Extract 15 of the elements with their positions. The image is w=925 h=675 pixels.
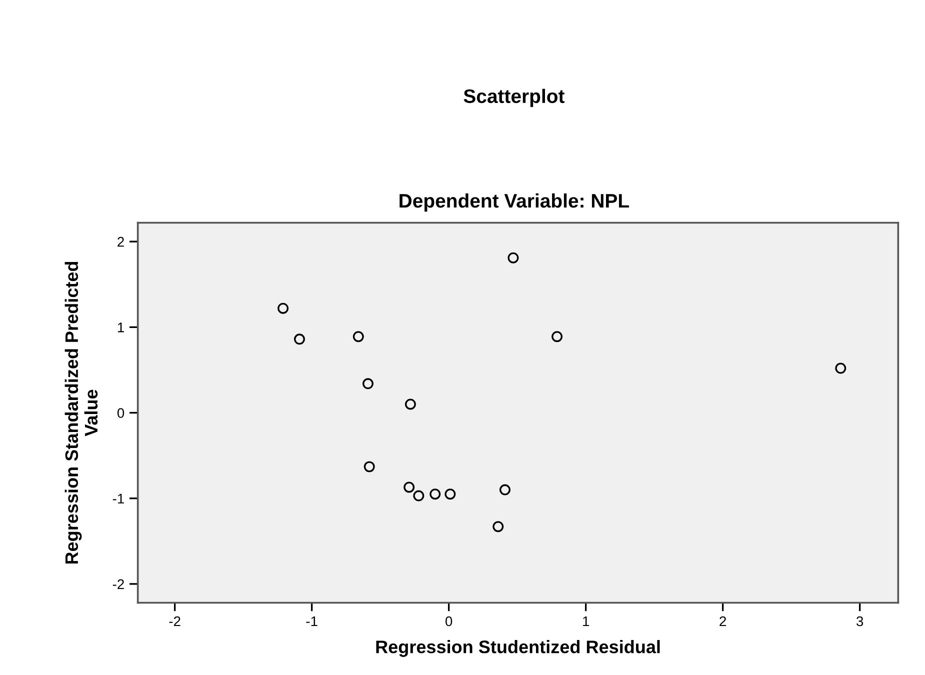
- x-tick-label: 1: [583, 616, 589, 626]
- y-tick-label: 1: [118, 322, 124, 332]
- x-tick-label: 0: [445, 616, 452, 626]
- y-tick-label: -2: [112, 579, 124, 589]
- x-tick-label: -1: [306, 616, 318, 626]
- x-tick-label: 3: [856, 616, 864, 626]
- chart-subtitle: Dependent Variable: NPL: [400, 193, 629, 212]
- y-axis-title: Regression Standardized Predicted Value: [64, 262, 98, 564]
- y-tick-label: 0: [117, 408, 124, 418]
- x-tick-label: 2: [720, 616, 726, 626]
- chart-title: Scatterplot: [464, 88, 564, 107]
- x-axis-title: Regression Studentized Residual: [376, 640, 660, 657]
- y-tick-label: -1: [112, 494, 124, 504]
- y-tick-label: 2: [118, 236, 124, 247]
- x-tick-label: -2: [169, 616, 180, 626]
